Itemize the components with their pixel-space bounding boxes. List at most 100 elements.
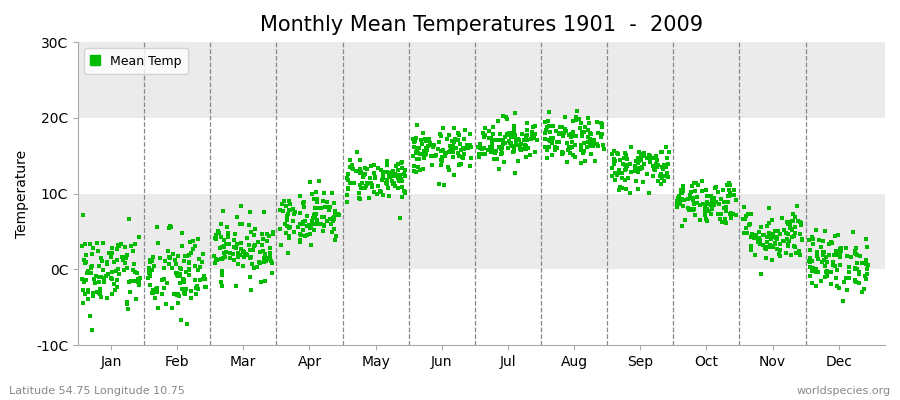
Point (297, 204, 311, 210)
Point (234, 203, 248, 209)
Point (704, 193, 718, 200)
Point (722, 180, 736, 186)
Point (364, 182, 379, 188)
Point (242, 255, 256, 262)
Point (214, 283, 229, 290)
Point (354, 169, 368, 176)
Point (171, 291, 185, 298)
Point (176, 279, 191, 285)
Point (644, 152, 658, 159)
Point (806, 265, 820, 271)
Point (707, 202, 722, 208)
Point (393, 176, 408, 182)
Point (94, 294, 108, 300)
Point (327, 216, 341, 222)
Point (158, 258, 172, 264)
Point (696, 188, 710, 194)
Point (769, 234, 783, 241)
Point (719, 220, 733, 226)
Point (435, 154, 449, 160)
Point (433, 131, 447, 137)
Point (239, 235, 254, 242)
Point (690, 194, 705, 200)
Point (456, 150, 471, 157)
Point (418, 151, 433, 158)
Point (188, 243, 202, 250)
Point (85, 326, 99, 333)
Point (660, 155, 674, 162)
Point (849, 245, 863, 252)
Point (662, 149, 676, 156)
Point (339, 198, 354, 205)
Point (93, 286, 107, 292)
Point (367, 162, 382, 168)
Point (686, 195, 700, 201)
Point (472, 145, 487, 152)
Point (840, 275, 854, 282)
Point (179, 253, 194, 259)
Point (146, 254, 160, 260)
Point (719, 204, 733, 210)
Point (688, 200, 702, 206)
Point (482, 134, 496, 141)
Point (142, 272, 157, 278)
Point (709, 199, 724, 206)
Point (752, 235, 766, 241)
Point (148, 286, 163, 292)
Point (655, 149, 670, 156)
Point (580, 144, 594, 150)
Point (761, 232, 776, 238)
Point (810, 248, 824, 255)
Point (393, 215, 408, 221)
Point (175, 243, 189, 249)
Point (525, 128, 539, 135)
Point (375, 177, 390, 183)
Point (178, 252, 193, 259)
Bar (78, 42, 885, 118)
Point (676, 188, 690, 194)
Point (681, 205, 696, 211)
Point (463, 142, 477, 148)
Point (256, 259, 271, 265)
Point (344, 164, 358, 170)
Point (144, 290, 158, 296)
Point (447, 145, 462, 152)
Point (587, 137, 601, 144)
Point (172, 293, 186, 299)
Point (397, 171, 411, 177)
Point (809, 266, 824, 272)
Point (472, 140, 487, 147)
Point (360, 181, 374, 187)
Point (581, 139, 596, 146)
Point (585, 137, 599, 144)
Point (437, 151, 452, 157)
Point (477, 133, 491, 140)
Point (456, 154, 471, 161)
Point (189, 291, 203, 297)
Point (215, 244, 230, 250)
Point (229, 282, 243, 289)
Point (819, 254, 833, 260)
Point (693, 202, 707, 208)
Point (508, 129, 522, 136)
Point (795, 236, 809, 243)
Point (760, 239, 774, 245)
Point (325, 229, 339, 235)
Point (84, 264, 98, 270)
Point (721, 193, 735, 200)
Point (494, 150, 508, 156)
Point (583, 130, 598, 137)
Point (670, 198, 684, 205)
Point (562, 132, 576, 138)
Point (825, 258, 840, 265)
Point (786, 211, 800, 217)
Point (353, 181, 367, 188)
Point (806, 280, 820, 286)
Point (842, 275, 856, 281)
Point (296, 200, 310, 206)
Point (517, 136, 531, 143)
Point (328, 232, 343, 239)
Point (456, 136, 471, 143)
Text: Latitude 54.75 Longitude 10.75: Latitude 54.75 Longitude 10.75 (9, 386, 184, 396)
Point (860, 262, 875, 268)
